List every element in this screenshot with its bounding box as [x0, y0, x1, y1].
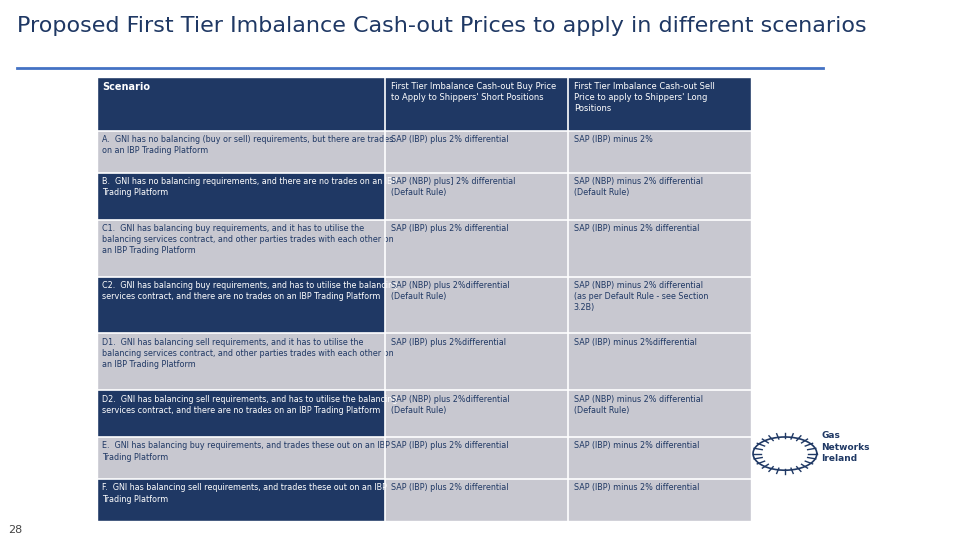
- Text: SAP (NBP) plus 2%differential
(Default Rule): SAP (NBP) plus 2%differential (Default R…: [391, 281, 509, 301]
- Text: SAP (NBP) plus 2%differential
(Default Rule): SAP (NBP) plus 2%differential (Default R…: [391, 395, 509, 415]
- Text: SAP (IBP) minus 2% differential: SAP (IBP) minus 2% differential: [574, 224, 699, 233]
- Bar: [385, 276, 568, 334]
- Text: Gas
Networks
Ireland: Gas Networks Ireland: [821, 431, 870, 463]
- Text: SAP (NBP) minus 2% differential
(as per Default Rule - see Section
3.2B): SAP (NBP) minus 2% differential (as per …: [574, 281, 708, 312]
- Text: SAP (IBP) minus 2% differential: SAP (IBP) minus 2% differential: [574, 442, 699, 450]
- Bar: [385, 479, 568, 521]
- Bar: [385, 334, 568, 390]
- Text: SAP (IBP) minus 2%: SAP (IBP) minus 2%: [574, 136, 653, 144]
- Bar: [97, 334, 385, 390]
- Text: SAP (IBP) plus 2% differential: SAP (IBP) plus 2% differential: [391, 442, 508, 450]
- Bar: [568, 173, 752, 220]
- Bar: [97, 479, 385, 521]
- Text: First Tier Imbalance Cash-out Sell
Price to apply to Shippers' Long
Positions: First Tier Imbalance Cash-out Sell Price…: [574, 82, 715, 113]
- Bar: [568, 479, 752, 521]
- Text: Proposed First Tier Imbalance Cash-out Prices to apply in different scenarios: Proposed First Tier Imbalance Cash-out P…: [16, 16, 867, 36]
- Text: 28: 28: [9, 524, 23, 535]
- Bar: [97, 390, 385, 437]
- Bar: [385, 173, 568, 220]
- Bar: [97, 77, 752, 131]
- Text: D2.  GNI has balancing sell requirements, and has to utilise the balancing
servi: D2. GNI has balancing sell requirements,…: [103, 395, 397, 415]
- Bar: [97, 173, 385, 220]
- Text: SAP (IBP) minus 2%differential: SAP (IBP) minus 2%differential: [574, 338, 697, 347]
- Bar: [568, 220, 752, 276]
- Text: C1.  GNI has balancing buy requirements, and it has to utilise the
balancing ser: C1. GNI has balancing buy requirements, …: [103, 224, 394, 255]
- Bar: [568, 334, 752, 390]
- Text: F.  GNI has balancing sell requirements, and trades these out on an IBP
Trading : F. GNI has balancing sell requirements, …: [103, 483, 387, 503]
- Text: SAP (IBP) plus 2% differential: SAP (IBP) plus 2% differential: [391, 483, 508, 492]
- Bar: [568, 131, 752, 173]
- Bar: [568, 276, 752, 334]
- Text: D1.  GNI has balancing sell requirements, and it has to utilise the
balancing se: D1. GNI has balancing sell requirements,…: [103, 338, 394, 369]
- Bar: [385, 220, 568, 276]
- Bar: [97, 131, 385, 173]
- Bar: [568, 390, 752, 437]
- Text: Scenario: Scenario: [103, 82, 151, 92]
- Bar: [385, 437, 568, 479]
- Bar: [568, 437, 752, 479]
- Bar: [385, 390, 568, 437]
- Text: SAP (NBP) plus] 2% differential
(Default Rule): SAP (NBP) plus] 2% differential (Default…: [391, 177, 515, 198]
- Bar: [97, 276, 385, 334]
- Bar: [97, 437, 385, 479]
- Text: SAP (NBP) minus 2% differential
(Default Rule): SAP (NBP) minus 2% differential (Default…: [574, 395, 703, 415]
- Text: First Tier Imbalance Cash-out Buy Price
to Apply to Shippers' Short Positions: First Tier Imbalance Cash-out Buy Price …: [391, 82, 556, 102]
- Bar: [385, 131, 568, 173]
- Bar: [97, 220, 385, 276]
- Text: C2.  GNI has balancing buy requirements, and has to utilise the balancing
servic: C2. GNI has balancing buy requirements, …: [103, 281, 398, 301]
- Text: A.  GNI has no balancing (buy or sell) requirements, but there are trades
on an : A. GNI has no balancing (buy or sell) re…: [103, 136, 394, 156]
- Text: SAP (NBP) minus 2% differential
(Default Rule): SAP (NBP) minus 2% differential (Default…: [574, 177, 703, 198]
- Text: SAP (IBP) plus 2%differential: SAP (IBP) plus 2%differential: [391, 338, 506, 347]
- Text: SAP (IBP) plus 2% differential: SAP (IBP) plus 2% differential: [391, 136, 508, 144]
- Text: E.  GNI has balancing buy requirements, and trades these out on an IBP
Trading P: E. GNI has balancing buy requirements, a…: [103, 442, 391, 462]
- Text: SAP (IBP) plus 2% differential: SAP (IBP) plus 2% differential: [391, 224, 508, 233]
- Text: SAP (IBP) minus 2% differential: SAP (IBP) minus 2% differential: [574, 483, 699, 492]
- Text: B.  GNI has no balancing requirements, and there are no trades on an IBP
Trading: B. GNI has no balancing requirements, an…: [103, 177, 397, 198]
